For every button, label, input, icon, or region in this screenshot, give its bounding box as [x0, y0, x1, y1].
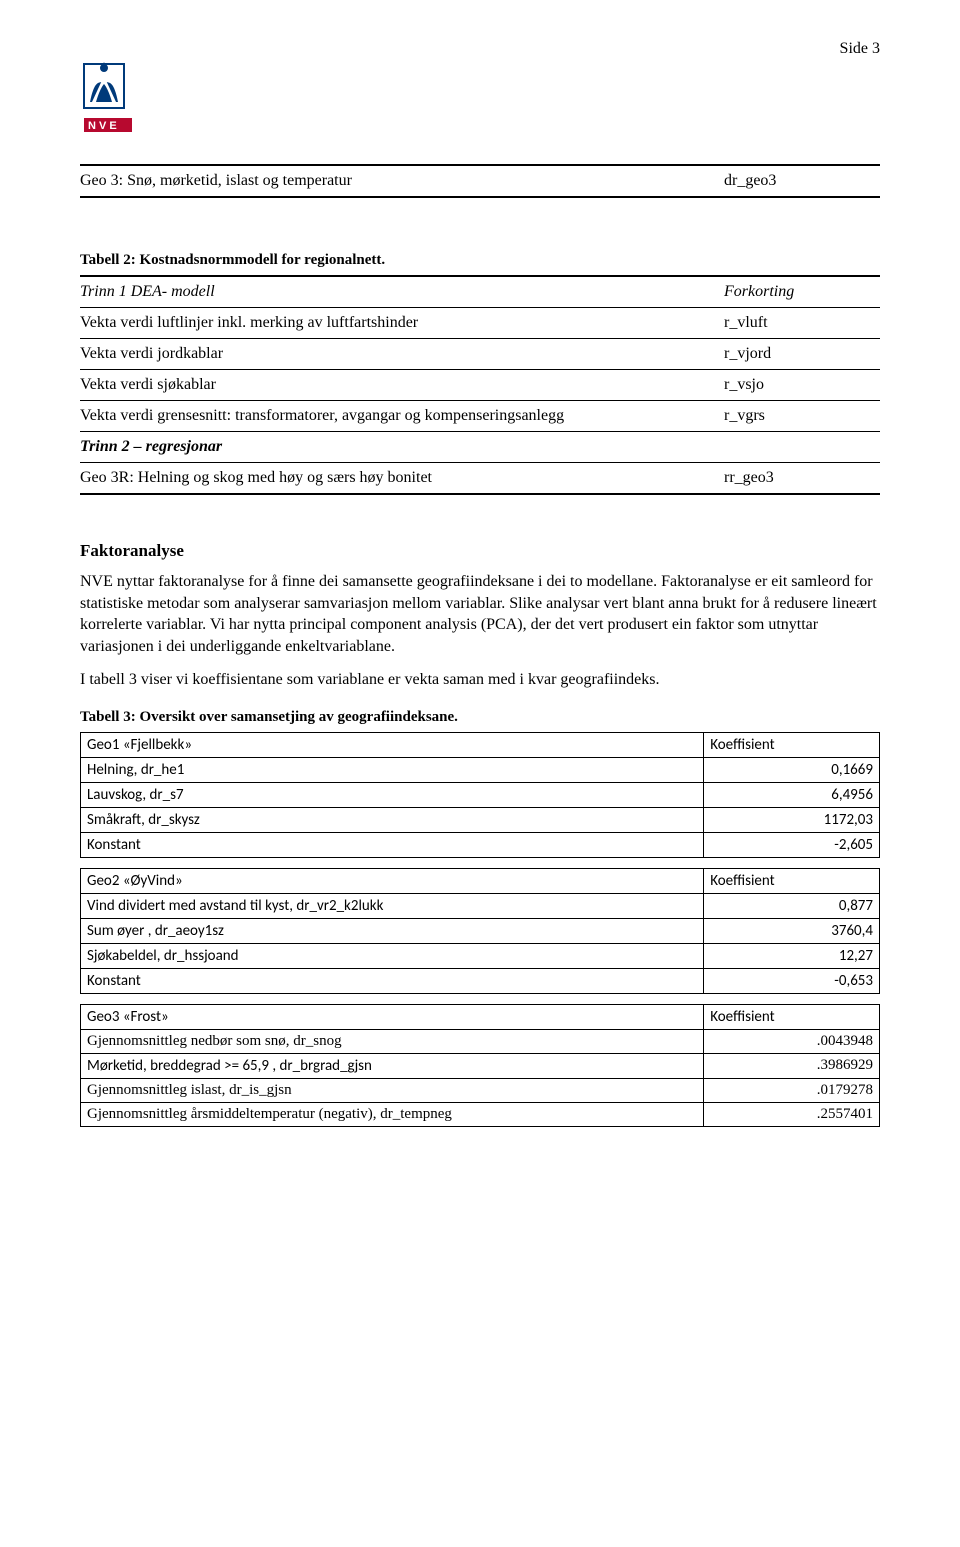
nve-logo: N V E [80, 62, 880, 136]
table-row: Helning, dr_he1 [81, 757, 704, 782]
table2-row: Vekta verdi luftlinjer inkl. merking av … [80, 308, 704, 338]
geo1-col: Koeffisient [704, 732, 880, 757]
table-row-val: 0,877 [704, 893, 880, 918]
geo3-title: Geo3 «Frost» [81, 1004, 704, 1029]
table2-row-code: r_vluft [704, 308, 880, 338]
table-row-val: .3986929 [704, 1053, 880, 1078]
table-row: Småkraft, dr_skysz [81, 807, 704, 832]
table2-row-code: r_vsjo [704, 370, 880, 400]
table-row-val: .2557401 [704, 1102, 880, 1126]
table1-tail: Geo 3: Snø, mørketid, islast og temperat… [80, 166, 880, 196]
table2-row: Vekta verdi jordkablar [80, 339, 704, 369]
table-row: Gjennomsnittleg islast, dr_is_gjsn [81, 1078, 704, 1102]
table1-desc: Geo 3: Snø, mørketid, islast og temperat… [80, 166, 704, 196]
table-row: Sum øyer , dr_aeoy1sz [81, 918, 704, 943]
table-row: Gjennomsnittleg årsmiddeltemperatur (neg… [81, 1102, 704, 1126]
table-row-val: .0179278 [704, 1078, 880, 1102]
faktor-p2: I tabell 3 viser vi koeffisientane som v… [80, 669, 880, 691]
table-row: Konstant [81, 968, 704, 993]
table-row: Lauvskog, dr_s7 [81, 782, 704, 807]
table2-row: Geo 3R: Helning og skog med høy og særs … [80, 463, 704, 493]
table-row: Mørketid, breddegrad >= 65,9 , dr_brgrad… [81, 1053, 704, 1078]
table1-code: dr_geo3 [704, 166, 880, 196]
table2-row: Vekta verdi grensesnitt: transformatorer… [80, 401, 704, 431]
table3-geo1: Geo1 «Fjellbekk» Koeffisient Helning, dr… [80, 732, 880, 858]
table-row-val: -2,605 [704, 832, 880, 857]
page-number: Side 3 [840, 40, 880, 58]
geo2-col: Koeffisient [704, 868, 880, 893]
table-row-val: -0,653 [704, 968, 880, 993]
table2-row: Vekta verdi sjøkablar [80, 370, 704, 400]
table2-caption: Tabell 2: Kostnadsnormmodell for regiona… [80, 252, 880, 269]
geo1-title: Geo1 «Fjellbekk» [81, 732, 704, 757]
table2-row-code: rr_geo3 [704, 463, 880, 493]
svg-text:N V E: N V E [88, 120, 117, 132]
table-row: Sjøkabeldel, dr_hssjoand [81, 943, 704, 968]
table-row-val: 6,4956 [704, 782, 880, 807]
table-row-val: 0,1669 [704, 757, 880, 782]
table-row-val: .0043948 [704, 1029, 880, 1053]
faktor-heading: Faktoranalyse [80, 541, 880, 561]
table2: Trinn 1 DEA- modell Forkorting Vekta ver… [80, 277, 880, 493]
table-row: Gjennomsnittleg nedbør som snø, dr_snog [81, 1029, 704, 1053]
table2-mid-right [704, 432, 880, 462]
table-row: Konstant [81, 832, 704, 857]
table3-caption: Tabell 3: Oversikt over samansetjing av … [80, 709, 880, 726]
table-row-val: 1172,03 [704, 807, 880, 832]
faktor-p1: NVE nyttar faktoranalyse for å finne dei… [80, 571, 880, 657]
table-row-val: 3760,4 [704, 918, 880, 943]
table-row: Vind dividert med avstand til kyst, dr_v… [81, 893, 704, 918]
table3-geo3: Geo3 «Frost» Koeffisient Gjennomsnittleg… [80, 1004, 880, 1127]
table2-head-right: Forkorting [704, 277, 880, 307]
table3-geo2: Geo2 «ØyVind» Koeffisient Vind dividert … [80, 868, 880, 994]
geo2-title: Geo2 «ØyVind» [81, 868, 704, 893]
geo3-col: Koeffisient [704, 1004, 880, 1029]
table-row-val: 12,27 [704, 943, 880, 968]
table2-mid: Trinn 2 – regresjonar [80, 432, 704, 462]
table2-row-code: r_vgrs [704, 401, 880, 431]
table2-row-code: r_vjord [704, 339, 880, 369]
table2-head-left: Trinn 1 DEA- modell [80, 277, 704, 307]
